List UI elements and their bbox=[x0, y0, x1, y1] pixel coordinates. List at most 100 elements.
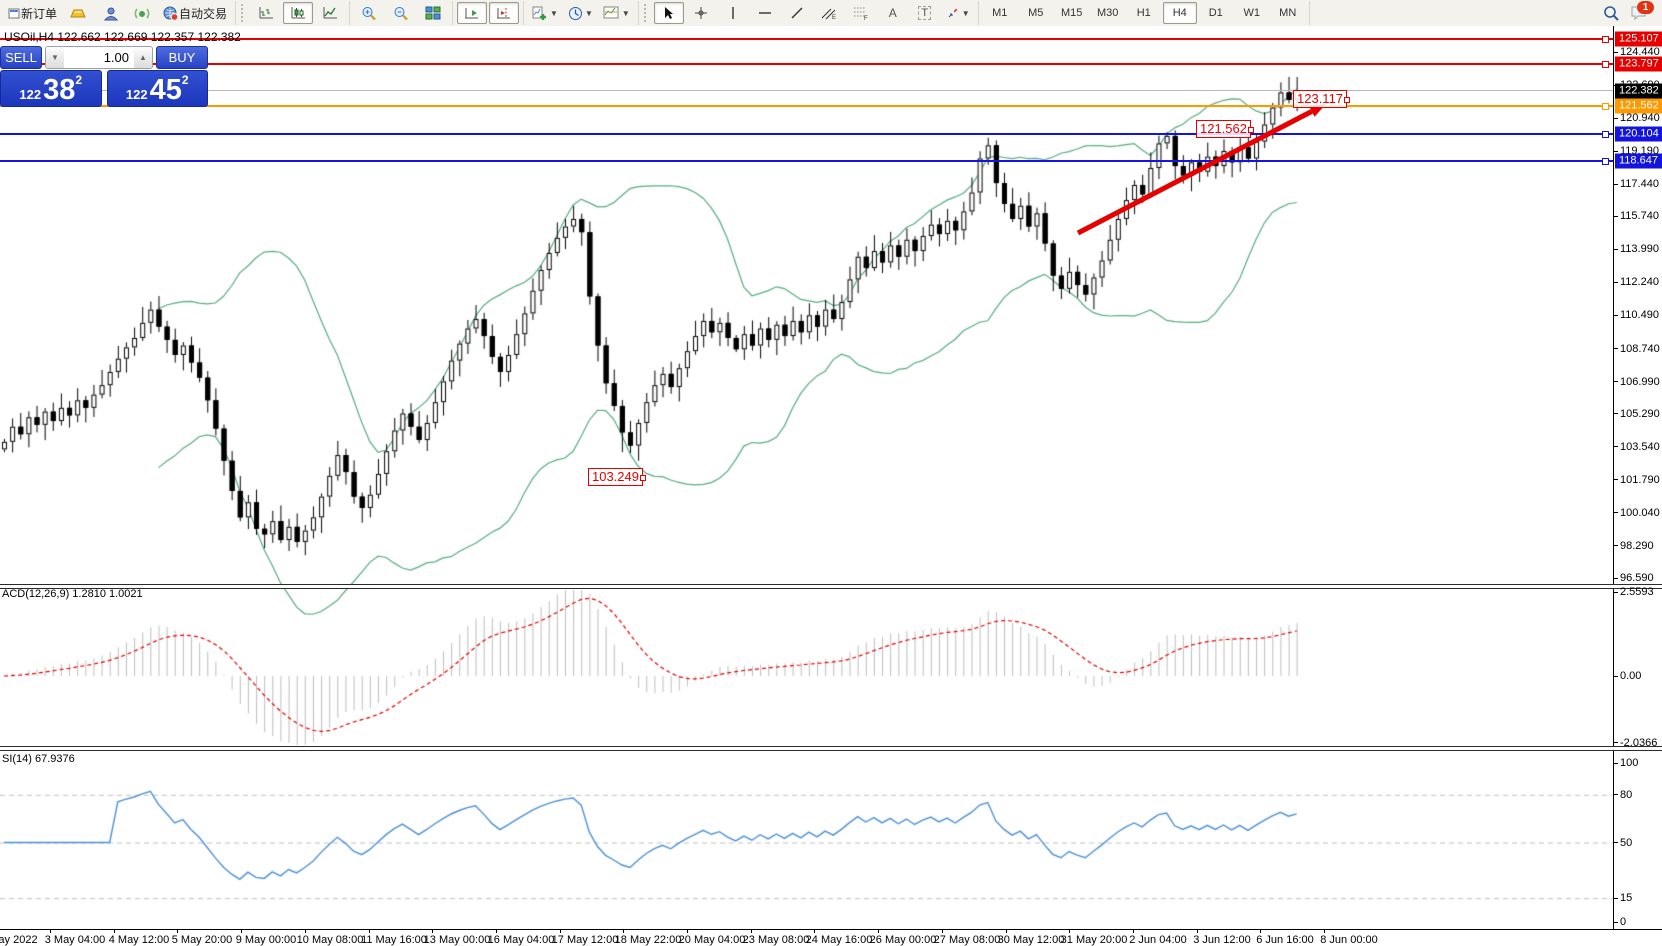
timeframe-button-m1[interactable]: M1 bbox=[992, 7, 1008, 19]
volume-input[interactable]: 1.00 bbox=[64, 47, 134, 68]
bar-chart-mode-button[interactable] bbox=[251, 2, 281, 24]
timeframe-button-m15[interactable]: M15 bbox=[1061, 7, 1083, 19]
autoscroll-button[interactable] bbox=[457, 2, 488, 24]
time-tickmark bbox=[1133, 929, 1134, 933]
sell-price-panel[interactable]: 122 38 2 bbox=[0, 70, 102, 107]
price-level-line-118.647[interactable] bbox=[0, 160, 1613, 163]
chart-shift-button[interactable] bbox=[489, 2, 520, 24]
price-tickmark bbox=[1613, 315, 1618, 316]
text-tool-button[interactable]: A bbox=[878, 2, 908, 24]
rsi-tick-label: 80 bbox=[1620, 788, 1633, 801]
timeframe-button-m5[interactable]: M5 bbox=[1028, 7, 1044, 19]
timeframe-button-h4[interactable]: H4 bbox=[1162, 2, 1197, 24]
time-tickmark bbox=[305, 929, 306, 933]
trendline-tool-button[interactable] bbox=[782, 2, 812, 24]
vline-tool-button[interactable] bbox=[718, 2, 748, 24]
price-tickmark bbox=[1613, 249, 1618, 250]
time-tick-label: 13 May 00:00 bbox=[423, 934, 491, 946]
timeframe-button-h1[interactable]: H1 bbox=[1136, 7, 1151, 19]
horizontal-line-icon bbox=[758, 12, 771, 14]
price-badge-118.647: 118.647 bbox=[1615, 153, 1662, 169]
line-handle[interactable] bbox=[1602, 103, 1609, 111]
fibonacci-tool-button[interactable]: F bbox=[846, 2, 876, 24]
hline-tool-button[interactable] bbox=[750, 2, 780, 24]
equidistant-channel-icon: E bbox=[821, 8, 836, 20]
price-level-line-121.562[interactable] bbox=[0, 105, 1613, 108]
market-watch-button[interactable] bbox=[63, 2, 93, 24]
svg-text:E: E bbox=[832, 15, 836, 20]
fibonacci-icon: F bbox=[853, 7, 868, 20]
periods-button[interactable]: ▼ bbox=[564, 2, 597, 24]
buy-price-big: 45 bbox=[149, 74, 182, 106]
time-tickmark bbox=[369, 929, 370, 933]
time-tick-label: 17 May 12:00 bbox=[551, 934, 619, 946]
zoom-out-button[interactable] bbox=[386, 2, 416, 24]
macd-label: ACD(12,26,9) 1.2810 1.0021 bbox=[2, 588, 143, 600]
timeframe-button-w1[interactable]: W1 bbox=[1243, 7, 1260, 19]
macd-tick-label: 2.5593 bbox=[1620, 586, 1654, 599]
price-level-line-123.797[interactable] bbox=[0, 63, 1613, 66]
crosshair-tool-button[interactable] bbox=[686, 2, 716, 24]
buy-price-small: 122 bbox=[125, 87, 148, 102]
buy-price-panel[interactable]: 122 45 2 bbox=[106, 70, 208, 107]
macd-tickmark bbox=[1613, 592, 1618, 593]
annotation-handle[interactable] bbox=[1344, 97, 1351, 103]
arrows-tool-button[interactable]: ▼ bbox=[942, 2, 974, 24]
pane-divider-rsi[interactable] bbox=[0, 746, 1662, 751]
line-handle[interactable] bbox=[1602, 130, 1609, 138]
price-level-line-120.104[interactable] bbox=[0, 132, 1613, 135]
toolbar-grip[interactable] bbox=[241, 4, 248, 22]
annotation-handle[interactable] bbox=[1248, 127, 1254, 133]
line-handle[interactable] bbox=[1602, 36, 1609, 44]
candlestick-mode-button[interactable] bbox=[283, 2, 314, 24]
buy-button[interactable]: BUY bbox=[156, 46, 208, 69]
line-chart-mode-button[interactable] bbox=[315, 2, 345, 24]
annotation-handle[interactable] bbox=[640, 475, 646, 481]
tile-windows-button[interactable] bbox=[418, 2, 448, 24]
annotation-103.249[interactable]: 103.249 bbox=[588, 468, 646, 486]
annotation-121.562[interactable]: 121.562 bbox=[1196, 120, 1254, 138]
search-icon[interactable] bbox=[1603, 5, 1620, 22]
timeframe-group: M1 M5 M15 M30 H1 H4 D1 W1 MN bbox=[979, 1, 1310, 25]
label-tool-button[interactable]: T bbox=[910, 2, 940, 24]
pane-divider-macd[interactable] bbox=[0, 584, 1662, 589]
timeframe-button-d1[interactable]: D1 bbox=[1208, 7, 1223, 19]
zoom-in-button[interactable] bbox=[354, 2, 384, 24]
cursor-tool-button[interactable] bbox=[653, 2, 684, 24]
toolbar-grip[interactable] bbox=[643, 4, 651, 22]
annotation-123.117[interactable]: 123.117 bbox=[1293, 90, 1351, 108]
price-tickmark bbox=[1613, 216, 1618, 217]
volume-decrease-button[interactable]: ▼ bbox=[46, 47, 64, 68]
time-tick-label: 11 May 16:00 bbox=[361, 934, 427, 946]
volume-increase-button[interactable]: ▲ bbox=[134, 47, 152, 68]
templates-button[interactable]: ▼ bbox=[599, 2, 634, 24]
price-tick-label: 98.290 bbox=[1620, 539, 1654, 552]
price-level-line-125.107[interactable] bbox=[0, 38, 1613, 41]
indicators-button[interactable]: ▼ bbox=[528, 2, 562, 24]
signals-button[interactable] bbox=[127, 2, 157, 24]
time-tick-label: ay 2022 bbox=[0, 934, 38, 946]
price-tickmark bbox=[1613, 578, 1618, 579]
time-tickmark bbox=[432, 929, 433, 933]
price-tickmark bbox=[1613, 52, 1618, 53]
time-tick-label: 3 May 04:00 bbox=[44, 934, 106, 946]
cursor-icon bbox=[665, 7, 674, 19]
line-handle[interactable] bbox=[1602, 61, 1609, 69]
sell-price-big: 38 bbox=[43, 74, 76, 106]
price-tickmark bbox=[1613, 545, 1618, 546]
line-handle[interactable] bbox=[1602, 158, 1609, 166]
time-tickmark bbox=[942, 929, 943, 933]
new-order-button[interactable]: 新订单 bbox=[4, 2, 61, 24]
time-tick-label: 27 May 08:00 bbox=[933, 934, 1001, 946]
price-chart-canvas[interactable] bbox=[0, 26, 1662, 946]
signal-icon bbox=[134, 7, 150, 19]
timeframe-button-m30[interactable]: M30 bbox=[1097, 7, 1119, 19]
notifications-button[interactable]: 1 bbox=[1630, 1, 1654, 21]
timeframe-button-mn[interactable]: MN bbox=[1279, 7, 1297, 19]
periods-caret: ▼ bbox=[584, 8, 593, 18]
channel-tool-button[interactable]: E bbox=[814, 2, 844, 24]
time-tick-label: 2 Jun 04:00 bbox=[1129, 934, 1187, 946]
sell-button[interactable]: SELL bbox=[0, 46, 42, 69]
profile-button[interactable] bbox=[95, 2, 125, 24]
autotrade-button[interactable]: 自动交易 bbox=[159, 2, 231, 24]
